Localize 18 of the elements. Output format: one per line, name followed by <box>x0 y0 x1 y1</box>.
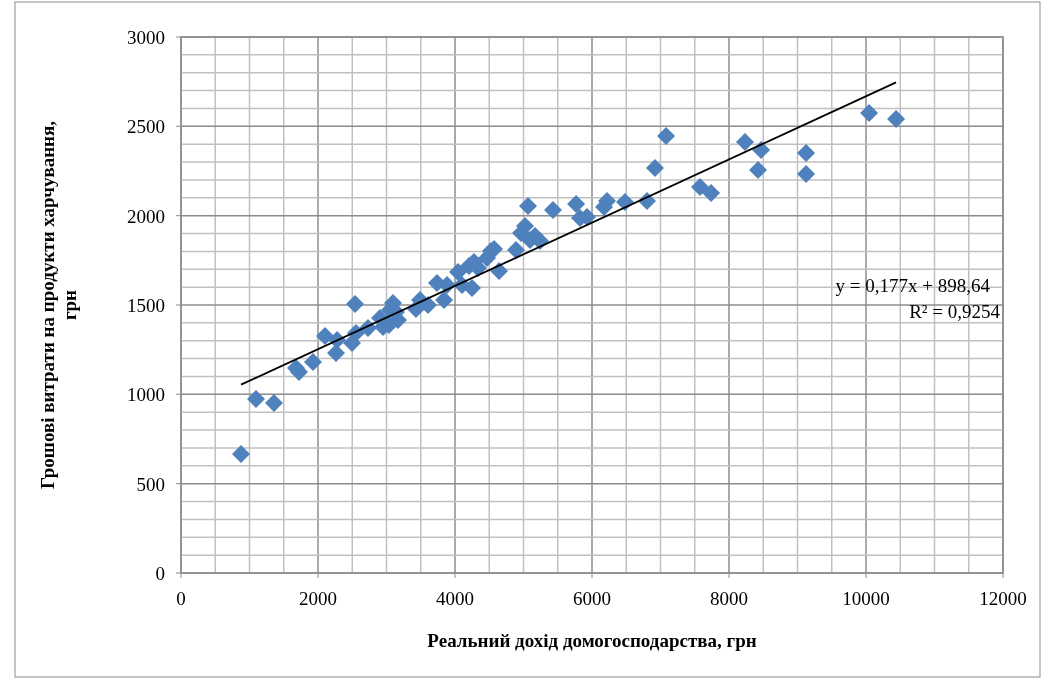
x-axis-title: Реальний дохід домогосподарства, грн <box>427 630 757 651</box>
x-tick-label: 6000 <box>573 588 611 609</box>
x-tick-label: 4000 <box>436 588 474 609</box>
y-tick-label: 3000 <box>127 27 165 48</box>
x-tick-label: 0 <box>176 588 186 609</box>
y-tick-label: 1000 <box>127 384 165 406</box>
y-tick-label: 2000 <box>127 205 165 227</box>
x-tick-label: 12000 <box>979 588 1027 609</box>
y-tick-label: 0 <box>155 563 165 584</box>
y-tick-label: 2500 <box>127 116 165 138</box>
y-axis-title: Грошові витрати на продукти харчування, грн <box>37 120 80 490</box>
y-tick-label: 500 <box>136 473 165 495</box>
y-tick-label: 1500 <box>127 295 165 316</box>
x-tick-label: 10000 <box>842 588 890 609</box>
x-tick-label: 8000 <box>710 588 748 609</box>
annotation: R² = 0,9254 <box>909 301 1001 322</box>
x-tick-label: 2000 <box>299 588 337 609</box>
annotation: y = 0,177x + 898,64 <box>835 275 991 296</box>
